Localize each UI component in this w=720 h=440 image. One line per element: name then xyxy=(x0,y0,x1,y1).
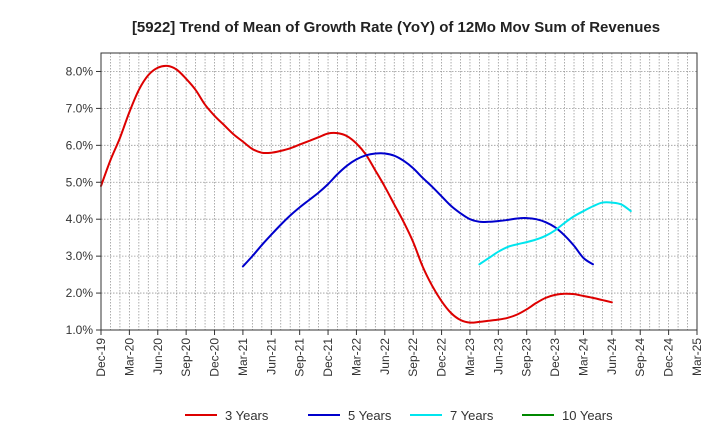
x-tick-label: Jun-21 xyxy=(264,338,278,375)
x-tick-label: Sep-22 xyxy=(406,338,420,377)
y-tick-label: 4.0% xyxy=(66,212,94,226)
x-tick-label: Mar-21 xyxy=(236,338,250,376)
y-tick-label: 5.0% xyxy=(66,175,94,189)
x-tick-label: Mar-23 xyxy=(463,338,477,376)
x-tick-label: Dec-21 xyxy=(321,338,335,377)
plot-background xyxy=(101,53,697,330)
x-tick-label: Mar-22 xyxy=(349,338,363,376)
legend: 3 Years 5 Years 7 Years 10 Years xyxy=(185,408,613,423)
x-tick-label: Jun-24 xyxy=(605,338,619,375)
y-tick-label: 3.0% xyxy=(66,249,94,263)
x-tick-label: Mar-25 xyxy=(690,338,704,376)
x-tick-label: Sep-21 xyxy=(293,338,307,377)
y-tick-labels: 1.0% 2.0% 3.0% 4.0% 5.0% 6.0% 7.0% 8.0% xyxy=(66,64,94,337)
x-tick-label: Sep-20 xyxy=(179,338,193,377)
legend-label: 3 Years xyxy=(225,408,269,423)
x-tick-label: Dec-20 xyxy=(208,338,222,377)
y-tick-label: 2.0% xyxy=(66,286,94,300)
x-tick-label: Jun-20 xyxy=(151,338,165,375)
x-tick-label: Dec-23 xyxy=(548,338,562,377)
x-tick-label: Jun-22 xyxy=(378,338,392,375)
plot-border xyxy=(100,52,698,331)
x-tick-label: Mar-24 xyxy=(576,338,590,376)
series-line-7-years xyxy=(478,201,632,266)
y-tick-label: 1.0% xyxy=(66,323,94,337)
x-tick-label: Mar-20 xyxy=(122,338,136,376)
x-tick-labels: Dec-19 Mar-20 Jun-20 Sep-20 Dec-20 Mar-21 Jun-… xyxy=(94,338,704,377)
x-tick-label: Sep-24 xyxy=(633,338,647,377)
series-layer xyxy=(100,64,632,324)
legend-label: 10 Years xyxy=(562,408,613,423)
series-line-3-years xyxy=(100,64,613,324)
series-line-5-years xyxy=(241,152,594,268)
x-tick-label: Dec-22 xyxy=(435,338,449,377)
x-tick-label: Jun-23 xyxy=(491,338,505,375)
y-tick-label: 8.0% xyxy=(66,64,94,78)
x-tick-label: Dec-19 xyxy=(94,338,108,377)
x-tick-label: Dec-24 xyxy=(662,338,676,377)
plot-area xyxy=(101,53,697,330)
y-tick-label: 6.0% xyxy=(66,138,94,152)
legend-label: 7 Years xyxy=(450,408,494,423)
chart-title: [5922] Trend of Mean of Growth Rate (YoY… xyxy=(132,19,660,36)
x-tick-label: Sep-23 xyxy=(520,338,534,377)
legend-label: 5 Years xyxy=(348,408,392,423)
y-tick-label: 7.0% xyxy=(66,101,94,115)
axes xyxy=(96,52,698,335)
